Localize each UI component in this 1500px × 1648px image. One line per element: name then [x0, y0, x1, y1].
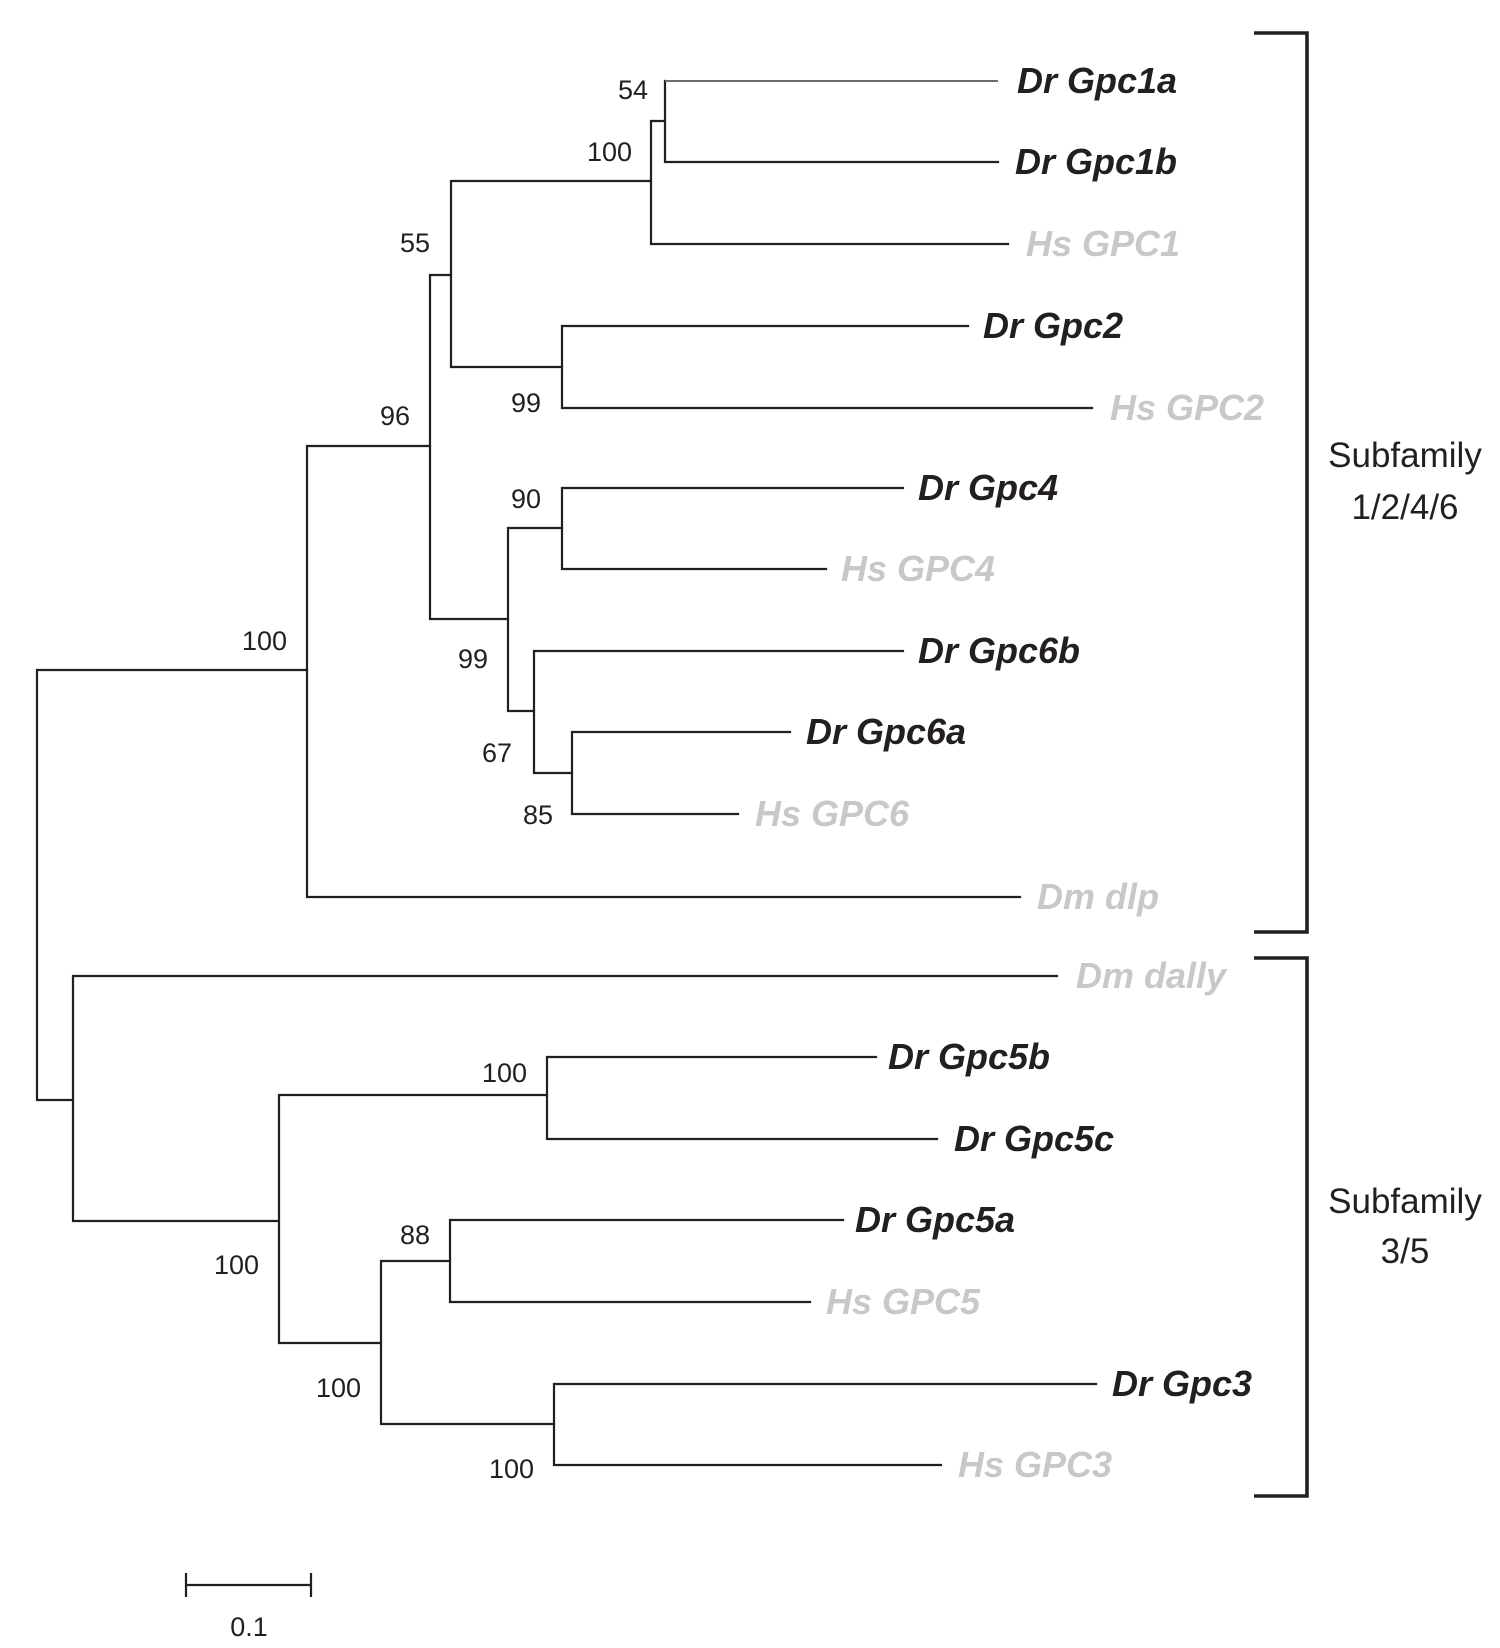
- branch-gpc4-gpc6: [506, 526, 564, 713]
- bootstrap-label: 90: [511, 484, 541, 514]
- tree-branches: [35, 79, 1098, 1467]
- scale-bar-label: 0.1: [230, 1612, 268, 1642]
- taxon-label-dr-gpc3: Dr Gpc3: [1112, 1363, 1252, 1404]
- bootstrap-values: 54 100 55 99 96 90 99 67 85 100 100 100 …: [214, 75, 648, 1484]
- bootstrap-label: 55: [400, 228, 430, 258]
- taxon-label-dr-gpc2: Dr Gpc2: [983, 305, 1123, 346]
- taxon-label-dr-gpc4: Dr Gpc4: [918, 467, 1058, 508]
- taxon-label-hs-gpc6: Hs GPC6: [755, 793, 910, 834]
- taxon-label-dr-gpc6a: Dr Gpc6a: [806, 711, 966, 752]
- bootstrap-label: 99: [511, 388, 541, 418]
- subfamily-35-label-line1: Subfamily: [1328, 1182, 1482, 1221]
- bootstrap-label: 99: [458, 644, 488, 674]
- branch-gpc2-clade: [560, 324, 1094, 410]
- taxon-label-hs-gpc2: Hs GPC2: [1110, 387, 1264, 428]
- bootstrap-label: 54: [618, 75, 648, 105]
- subfamily-1246-label-line1: Subfamily: [1328, 436, 1482, 475]
- branch-gpc4-clade: [560, 486, 905, 571]
- taxon-label-dm-dlp: Dm dlp: [1037, 876, 1159, 917]
- branch-gpc1-gpc2: [449, 179, 653, 369]
- branch-gpc6-clade: [532, 649, 905, 775]
- subfamily-1246-label-line2: 1/2/4/6: [1351, 488, 1458, 527]
- subfamily-1246-bracket: [1254, 31, 1309, 934]
- bootstrap-label: 100: [489, 1454, 534, 1484]
- branch-gpc5-gpc3: [379, 1259, 556, 1426]
- branch-subfamily-1246: [305, 444, 1022, 899]
- taxon-label-dr-gpc1b: Dr Gpc1b: [1015, 141, 1177, 182]
- taxon-label-hs-gpc1: Hs GPC1: [1026, 223, 1180, 264]
- taxon-labels: Dr Gpc1a Dr Gpc1b Hs GPC1 Dr Gpc2 Hs GPC…: [755, 60, 1264, 1485]
- branch-subfamily-35: [71, 974, 1059, 1223]
- branch-gpc6a-hsgpc6: [570, 730, 792, 816]
- taxon-label-dr-gpc5c: Dr Gpc5c: [954, 1118, 1114, 1159]
- taxon-label-dr-gpc6b: Dr Gpc6b: [918, 630, 1080, 671]
- branch-gpc1246-core: [428, 273, 510, 621]
- subfamily-35-label-line2: 3/5: [1381, 1232, 1430, 1271]
- bootstrap-label: 96: [380, 401, 410, 431]
- subfamily-35-bracket: [1254, 956, 1309, 1498]
- bootstrap-label: 100: [587, 137, 632, 167]
- bootstrap-label: 100: [214, 1250, 259, 1280]
- taxon-label-dm-dally: Dm dally: [1076, 955, 1228, 996]
- bootstrap-label: 67: [482, 738, 512, 768]
- taxon-label-dr-gpc5a: Dr Gpc5a: [855, 1199, 1015, 1240]
- taxon-label-hs-gpc5: Hs GPC5: [826, 1281, 981, 1322]
- branch-gpc5bc: [545, 1055, 939, 1141]
- branch-gpc5-3: [277, 1093, 549, 1345]
- branch-gpc5a-hsgpc5: [448, 1218, 845, 1304]
- taxon-label-dr-gpc1a: Dr Gpc1a: [1017, 60, 1177, 101]
- branch-gpc3-clade: [552, 1382, 1098, 1467]
- bootstrap-label: 100: [482, 1058, 527, 1088]
- taxon-label-hs-gpc3: Hs GPC3: [958, 1444, 1112, 1485]
- bootstrap-label: 100: [316, 1373, 361, 1403]
- branch-gpc1b: [663, 79, 1000, 164]
- taxon-label-hs-gpc4: Hs GPC4: [841, 548, 995, 589]
- scale-bar: [184, 1573, 313, 1597]
- bootstrap-label: 85: [523, 800, 553, 830]
- taxon-label-dr-gpc5b: Dr Gpc5b: [888, 1036, 1050, 1077]
- bootstrap-label: 100: [242, 626, 287, 656]
- branch-gpc1-clade: [649, 119, 1010, 246]
- bootstrap-label: 88: [400, 1220, 430, 1250]
- branch-root: [35, 668, 309, 1102]
